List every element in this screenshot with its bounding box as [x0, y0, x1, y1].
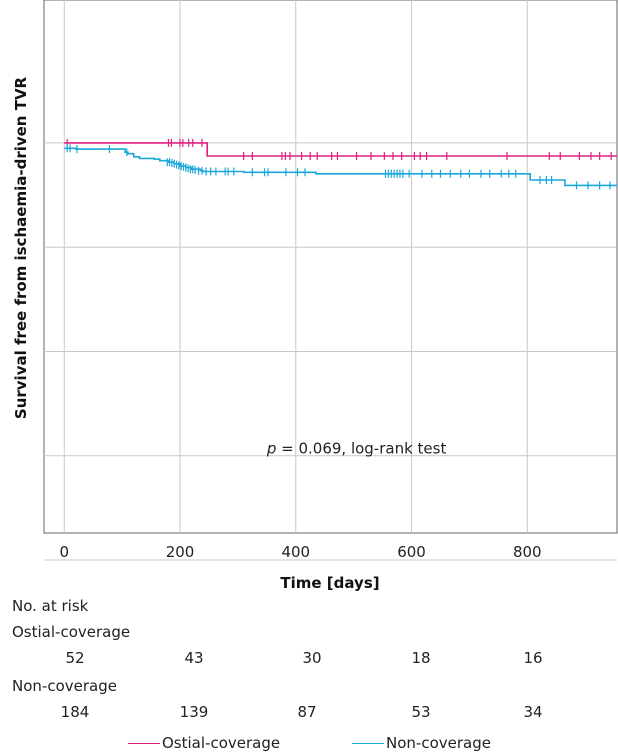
risk-value: 52: [65, 649, 85, 667]
survival-curves: [64, 138, 617, 190]
pvalue-annotation: p = 0.069, log-rank test: [266, 439, 447, 457]
risk-group-label-ostial: Ostial-coverage: [12, 623, 131, 641]
legend-label-ostial: Ostial-coverage: [162, 734, 281, 752]
risk-table-title: No. at risk: [12, 597, 89, 615]
risk-value: 184: [60, 703, 90, 721]
x-tick-labels: 0 200 400 600 800: [59, 543, 541, 561]
legend-label-non: Non-coverage: [386, 734, 491, 752]
x-tick-label: 800: [513, 543, 542, 561]
x-tick-label: 0: [59, 543, 69, 561]
risk-value: 43: [184, 649, 204, 667]
risk-group-label-non: Non-coverage: [12, 677, 117, 695]
risk-value: 30: [302, 649, 322, 667]
x-tick-label: 600: [397, 543, 426, 561]
pvalue-text: = 0.069, log-rank test: [276, 439, 446, 457]
x-tick-label: 200: [166, 543, 195, 561]
risk-value: 18: [411, 649, 431, 667]
legend-swatch-non: [352, 742, 384, 744]
x-axis-title: Time [days]: [280, 574, 379, 592]
legend-item-ostial: Ostial-coverage: [128, 734, 280, 752]
legend-swatch-ostial: [128, 742, 160, 744]
grid: [44, 0, 617, 561]
km-chart: 0 200 400 600 800 p = 0.069, log-rank test T…: [12, 0, 618, 592]
x-tick-label: 400: [281, 543, 310, 561]
risk-value: 34: [523, 703, 543, 721]
risk-value: 16: [523, 649, 543, 667]
pvalue-symbol: p: [266, 439, 277, 457]
risk-value: 53: [411, 703, 431, 721]
survival-line: [64, 147, 617, 187]
legend-item-non: Non-coverage: [352, 734, 491, 752]
survival-line: [64, 142, 617, 157]
risk-value: 87: [297, 703, 317, 721]
series-ostial-coverage: [64, 138, 617, 161]
plot-frame: [43, 0, 618, 534]
risk-value: 139: [179, 703, 209, 721]
series-non-coverage: [64, 144, 617, 190]
y-axis-title: Survival free from ischaemia-driven TVR: [12, 76, 30, 419]
